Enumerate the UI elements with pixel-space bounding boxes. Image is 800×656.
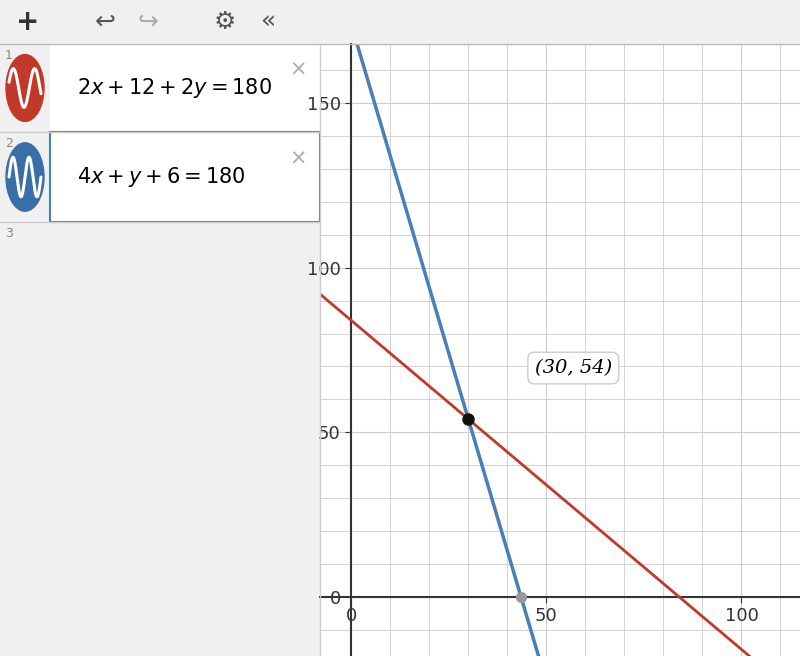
Text: 1: 1 [5,49,13,62]
Text: «: « [260,10,276,34]
Text: ⚙: ⚙ [214,10,236,34]
Text: 3: 3 [5,227,13,240]
Text: $4x + y + 6 = 180$: $4x + y + 6 = 180$ [77,165,246,189]
Text: ×: × [289,60,306,80]
Text: 2: 2 [5,137,13,150]
Text: +: + [16,8,40,36]
Text: $2x + 12 + 2y = 180$: $2x + 12 + 2y = 180$ [77,76,272,100]
Text: ×: × [289,148,306,168]
Circle shape [6,143,44,211]
Text: ↩: ↩ [94,10,115,34]
Circle shape [6,54,44,121]
Text: ↪: ↪ [138,10,158,34]
Text: (30, 54): (30, 54) [534,359,612,377]
